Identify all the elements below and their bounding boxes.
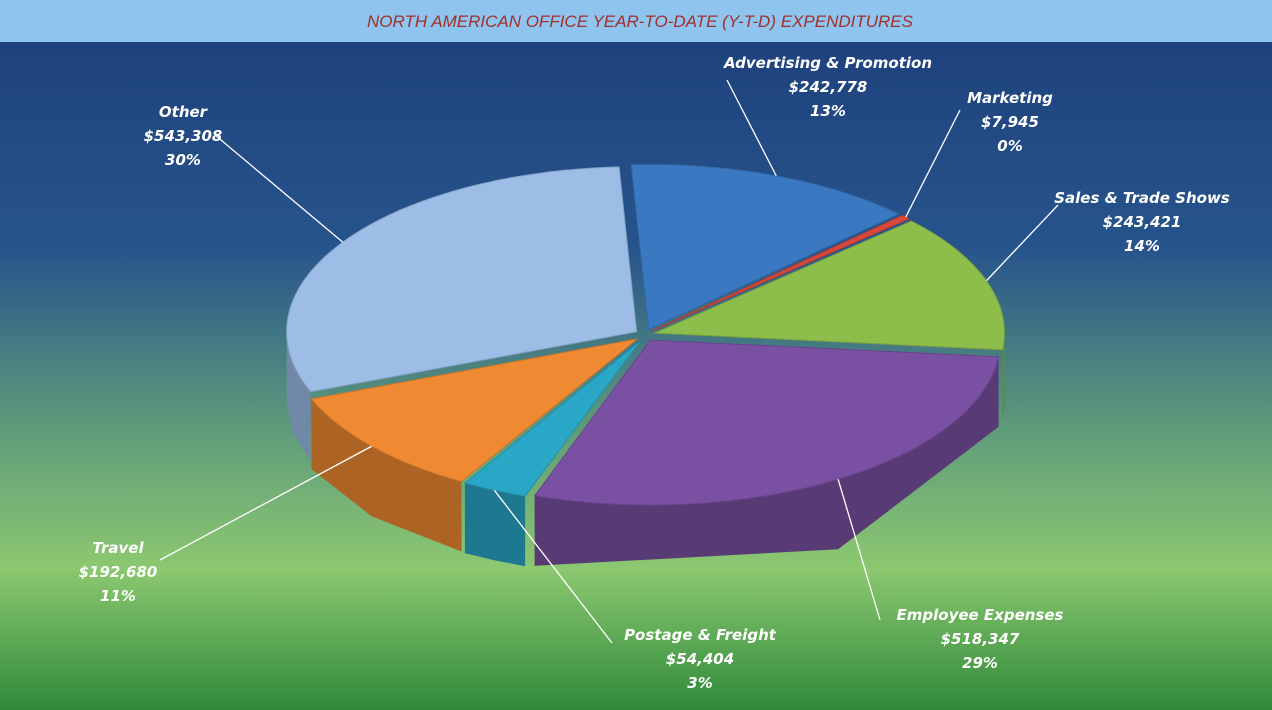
slice-side: [464, 483, 526, 567]
pie-slice: [630, 163, 900, 331]
percent-label: 29%: [962, 654, 998, 672]
pie-slice: [286, 166, 638, 393]
percent-label: 30%: [165, 151, 201, 169]
pie-slice: [652, 214, 911, 332]
value-label: $518,347: [941, 630, 1020, 648]
slice-side: [1002, 333, 1005, 420]
value-label: $243,421: [1103, 213, 1182, 231]
slice-label: Other: [159, 103, 209, 121]
slice-label: Postage & Freight: [624, 626, 777, 644]
pie-slice: [533, 339, 1000, 506]
percent-label: 14%: [1124, 237, 1160, 255]
slice-label: Advertising & Promotion: [723, 54, 932, 72]
slice-label: Sales & Trade Shows: [1054, 189, 1230, 207]
labels: Advertising & Promotion $242,778 13% Market…: [79, 54, 1230, 692]
title-bar: [0, 0, 1272, 42]
slice-side: [311, 399, 462, 552]
slice-label: Marketing: [967, 89, 1053, 107]
value-label: $192,680: [79, 563, 158, 581]
percent-label: 13%: [810, 102, 846, 120]
leader-line: [905, 109, 961, 218]
leader-line: [159, 445, 372, 561]
value-label: $543,308: [144, 127, 223, 145]
pie-sides: [286, 331, 1005, 567]
value-label: $242,778: [789, 78, 868, 96]
slice-side: [534, 356, 999, 566]
slice-side: [286, 331, 311, 462]
leader-line: [985, 204, 1059, 282]
value-label: $54,404: [666, 650, 734, 668]
leader-line: [214, 134, 344, 243]
slice-label: Employee Expenses: [897, 606, 1064, 624]
chart-title: NORTH AMERICAN OFFICE YEAR-TO-DATE (Y-T-…: [367, 12, 914, 31]
leader-line: [726, 79, 777, 177]
percent-label: 0%: [997, 137, 1022, 155]
pie-tops: [286, 163, 1006, 506]
leader-line: [837, 479, 881, 621]
pie-slice: [463, 340, 642, 497]
percent-label: 3%: [687, 674, 712, 692]
pie-slice: [654, 220, 1006, 351]
value-label: $7,945: [981, 113, 1039, 131]
leader-line: [493, 489, 613, 644]
percent-label: 11%: [100, 587, 136, 605]
slice-label: Travel: [92, 539, 144, 557]
